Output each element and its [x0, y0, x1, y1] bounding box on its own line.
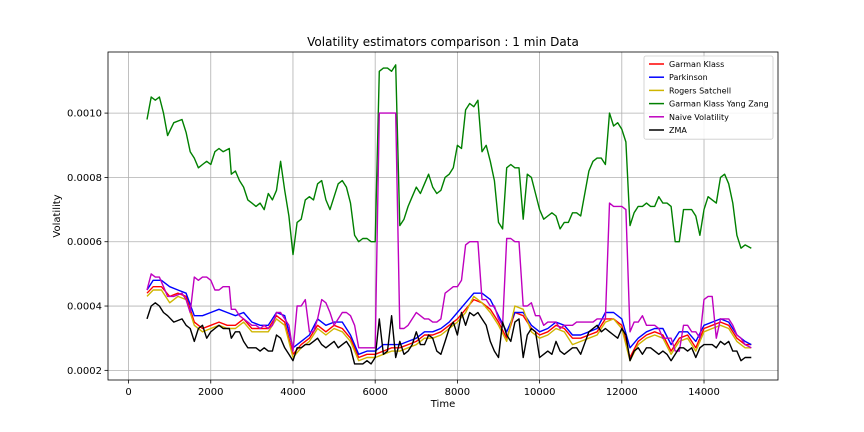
legend-label-parkinson: Parkinson — [669, 73, 708, 82]
y-tick-label: 0.0008 — [67, 173, 102, 184]
legend-label-zma: ZMA — [669, 126, 687, 135]
y-tick-label: 0.0004 — [67, 302, 102, 313]
y-tick-label: 0.0002 — [67, 366, 102, 377]
legend-label-naive-volatility: Naive Volatility — [669, 113, 729, 122]
plot-frame — [107, 51, 779, 381]
legend: Garman Klass Parkinson Rogers Satchell Garm… — [643, 55, 774, 140]
series-line-garman-klass — [146, 286, 752, 359]
series-line-naive-volatility — [146, 112, 752, 352]
legend-label-garman-klass-yang-zang: Garman Klass Yang Zang — [669, 100, 769, 109]
legend-box — [643, 55, 774, 140]
series-line-garman-klass-yang-zang — [146, 64, 752, 256]
y-tick-label: 0.0010 — [67, 109, 102, 120]
legend-label-garman-klass: Garman Klass — [669, 60, 724, 69]
x-axis-label: Time — [430, 399, 455, 410]
x-tick-label: 12000 — [606, 387, 638, 398]
x-tick-label: 8000 — [445, 387, 470, 398]
legend-label-rogers-satchell: Rogers Satchell — [669, 86, 731, 95]
x-tick-label: 10000 — [524, 387, 556, 398]
x-axis: 0 2000 4000 6000 8000 10000 12000 14000 — [125, 380, 720, 398]
series-line-zma — [146, 302, 752, 365]
y-axis: 0.0002 0.0004 0.0006 0.0008 0.0010 — [67, 109, 108, 377]
x-tick-label: 4000 — [280, 387, 305, 398]
x-tick-label: 2000 — [198, 387, 223, 398]
x-tick-label: 14000 — [688, 387, 720, 398]
series-line-parkinson — [146, 279, 752, 355]
series-layer — [146, 64, 752, 365]
x-tick-label: 6000 — [362, 387, 387, 398]
y-axis-label: Volatility — [52, 194, 63, 237]
chart-title: Volatility estimators comparison : 1 min… — [307, 35, 579, 49]
x-tick-label: 0 — [125, 387, 131, 398]
y-tick-label: 0.0006 — [67, 237, 102, 248]
